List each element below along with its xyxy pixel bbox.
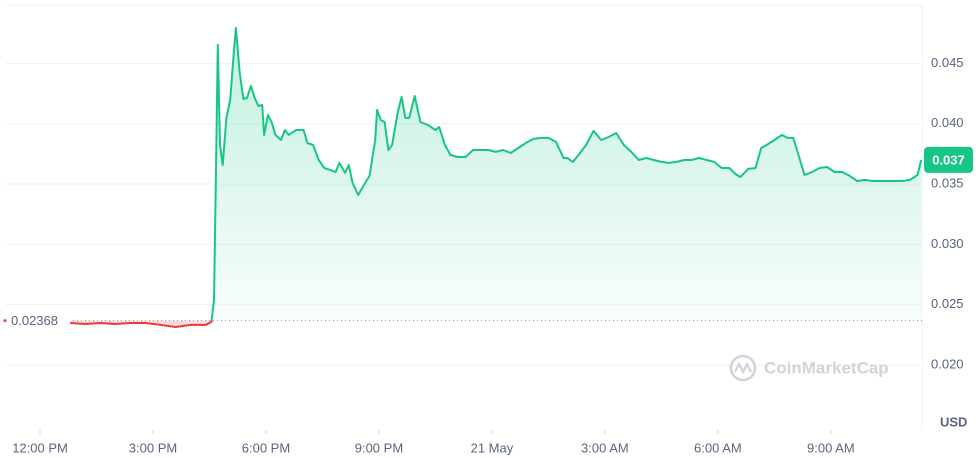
watermark-logo (729, 354, 757, 382)
x-tick-label: 3:00 PM (129, 440, 177, 455)
y-tick-label: 0.035 (931, 175, 964, 190)
y-tick-label: 0.045 (931, 55, 964, 70)
x-tick-label: 3:00 AM (581, 440, 629, 455)
baseline-label: 0.02368 (11, 313, 58, 328)
last-price-label: 0.037 (932, 152, 965, 167)
x-tick-label: 21 May (471, 440, 514, 455)
price-line (70, 26, 923, 328)
x-tick-label: 9:00 AM (807, 440, 855, 455)
x-tick-label: 12:00 PM (12, 440, 68, 455)
x-tick-label: 6:00 AM (694, 440, 742, 455)
watermark: CoinMarketCap (729, 354, 889, 382)
price-area (70, 27, 922, 328)
unit-label: USD (940, 414, 967, 429)
watermark-text: CoinMarketCap (764, 358, 889, 377)
watermark-logo (734, 361, 752, 375)
last-price-tag (924, 146, 973, 173)
y-tick-label: 0.020 (931, 356, 964, 371)
x-tick-label: 9:00 PM (355, 440, 403, 455)
y-tick-label: 0.040 (931, 115, 964, 130)
baseline-label-bg (8, 311, 70, 330)
y-tick-label: 0.025 (931, 296, 964, 311)
y-tick-label: 0.030 (931, 236, 964, 251)
baseline-dot (3, 319, 7, 323)
x-tick-label: 6:00 PM (242, 440, 290, 455)
